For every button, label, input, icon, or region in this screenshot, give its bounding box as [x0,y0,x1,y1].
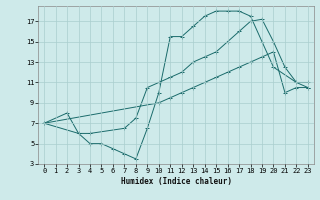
X-axis label: Humidex (Indice chaleur): Humidex (Indice chaleur) [121,177,231,186]
